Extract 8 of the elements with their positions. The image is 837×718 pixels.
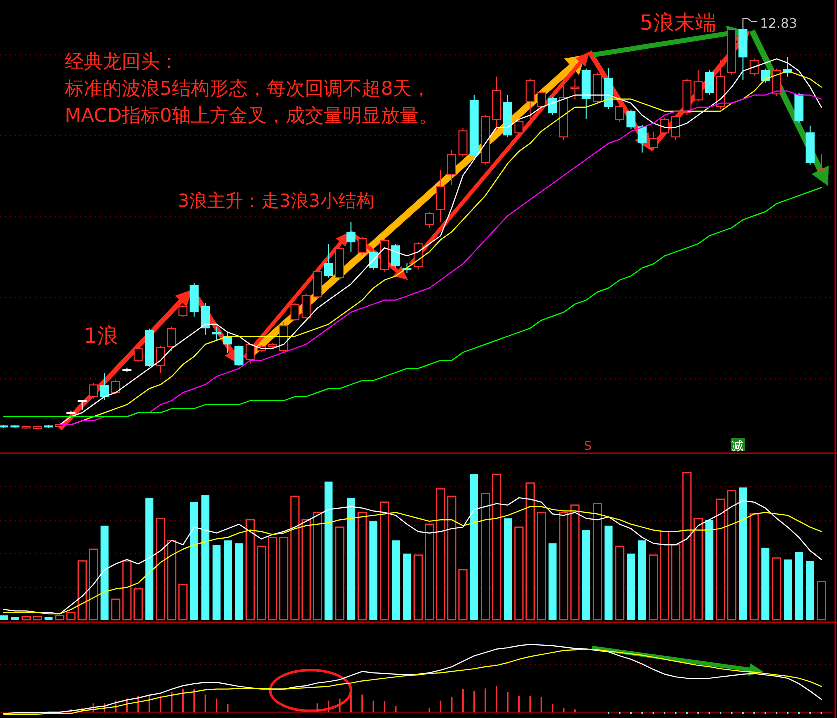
annotation: 标准的波浪5结构形态，每次回调不超8天， (64, 78, 432, 100)
annotation: 3浪主升：走3浪3小结构 (178, 191, 374, 212)
annotation: 5浪末端 (640, 11, 716, 35)
annotation: MACD指标0轴上方金叉，成交量明显放量。 (65, 105, 438, 127)
annotation: 经典龙回头： (65, 51, 179, 73)
text: S (584, 439, 592, 453)
annotation: 12.83 (760, 17, 798, 32)
annotation: 1浪 (84, 324, 118, 348)
